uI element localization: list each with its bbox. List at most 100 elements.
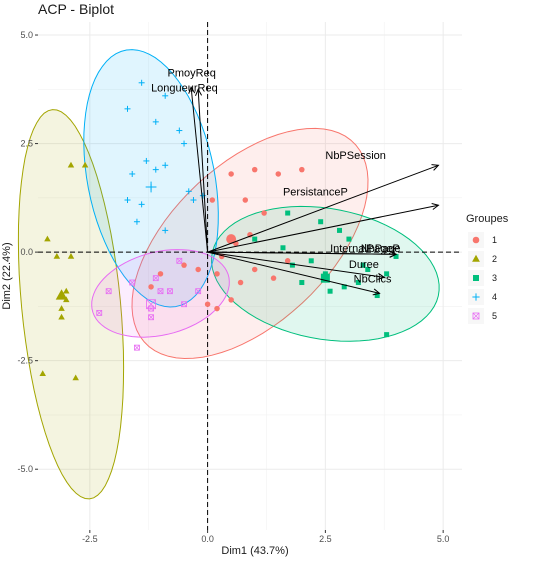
point-group-4 <box>124 197 131 204</box>
point-group-1 <box>157 271 164 277</box>
point-group-4 <box>162 92 169 99</box>
arrowhead-NbPSession <box>431 164 440 171</box>
point-group-3 <box>393 253 399 259</box>
variable-label-InternalPageP: InternalPageP <box>330 243 400 255</box>
point-group-5 <box>152 275 159 282</box>
variable-label-PmoyReq: PmoyReq <box>168 67 216 79</box>
legend-marker-5-d2 <box>472 312 480 320</box>
variable-label-PersistanceP: PersistanceP <box>283 187 348 199</box>
x-tick-label: -2.5 <box>82 534 98 544</box>
ellipse-group-4 <box>83 49 219 308</box>
point-group-1 <box>204 301 211 307</box>
point-group-3 <box>299 280 305 286</box>
arrowhead-PmoyReq <box>188 85 196 94</box>
point-group-5-d2 <box>181 301 187 307</box>
centroid-group-5 <box>146 299 156 310</box>
legend-label-1: 1 <box>492 235 497 245</box>
legend-marker-5 <box>472 312 480 320</box>
point-group-3 <box>280 245 286 251</box>
point-group-3 <box>308 258 314 264</box>
point-group-5 <box>134 344 140 351</box>
point-group-1 <box>261 210 267 216</box>
point-group-4 <box>199 192 206 199</box>
point-group-5-d2 <box>105 288 112 294</box>
point-group-2 <box>67 161 75 168</box>
variable-labels: PmoyReq LongueurReq NbPSession PersistanceP… <box>151 67 400 285</box>
point-group-2 <box>58 313 65 320</box>
arrow-PersistanceP <box>207 204 439 253</box>
y-axis-ticks: -5.0 -2.5 0.0 2.5 5.0 <box>17 30 38 474</box>
point-group-3 <box>318 219 324 225</box>
point-group-2 <box>58 305 65 311</box>
legend-label-5: 5 <box>492 311 497 321</box>
point-group-3 <box>289 262 295 268</box>
point-group-2 <box>39 370 46 376</box>
point-group-5-box <box>181 301 187 308</box>
point-group-2 <box>67 252 75 259</box>
point-group-5 <box>96 310 103 316</box>
y-tick-label: 2.5 <box>20 139 33 149</box>
arrow-PmoyReq <box>190 87 209 253</box>
group-ellipses <box>17 49 440 500</box>
point-group-4 <box>124 105 131 112</box>
point-group-2 <box>44 235 51 242</box>
point-group-4 <box>133 218 140 225</box>
legend-label-2: 2 <box>492 254 497 264</box>
point-group-4 <box>181 140 188 147</box>
centroid-group-3 <box>320 273 330 283</box>
point-group-3 <box>346 236 352 242</box>
arrow-NbPSession <box>207 164 439 253</box>
point-group-4 <box>143 157 150 164</box>
point-group-1 <box>237 279 244 286</box>
point-group-1 <box>228 171 234 177</box>
point-group-5-d2 <box>157 288 164 294</box>
variable-label-NbPage: NbPage <box>361 243 401 255</box>
point-group-1 <box>251 266 258 273</box>
arrow-Duree <box>207 251 385 278</box>
point-group-5-d2 <box>153 275 159 281</box>
point-group-5-box <box>96 310 103 316</box>
point-group-4 <box>129 170 136 177</box>
point-group-1 <box>228 297 234 303</box>
centroid-group-5-d2 <box>146 299 156 309</box>
variable-label-NbClics: NbClics <box>354 274 392 286</box>
point-group-4 <box>152 118 159 125</box>
x-tick-label: 2.5 <box>319 534 332 544</box>
ellipse-group-2 <box>17 109 125 500</box>
x-axis-title: Dim1 (43.7%) <box>221 545 288 557</box>
y-tick-label: -2.5 <box>17 356 33 366</box>
point-group-4 <box>185 188 192 195</box>
point-group-3 <box>341 284 347 290</box>
point-group-2 <box>81 161 89 168</box>
point-group-5 <box>105 288 112 295</box>
variable-arrows <box>188 85 440 296</box>
point-group-5-box <box>167 288 173 295</box>
legend-marker-1 <box>472 236 480 244</box>
legend: Groupes 1 2 3 4 5 <box>466 213 509 324</box>
point-group-5-box <box>105 288 112 295</box>
point-group-2 <box>63 287 70 294</box>
arrowhead-PersistanceP <box>431 203 440 210</box>
point-group-5-box <box>195 288 202 295</box>
point-group-1 <box>214 305 220 312</box>
centroid-group-4 <box>145 181 157 193</box>
point-group-3 <box>355 280 361 286</box>
point-group-5 <box>181 301 187 308</box>
point-group-5 <box>157 288 164 295</box>
point-group-4 <box>162 162 169 169</box>
point-group-1 <box>275 171 282 177</box>
point-group-5-d2 <box>195 288 201 294</box>
point-group-1 <box>148 284 154 290</box>
y-tick-label: -5.0 <box>17 464 33 474</box>
arrowhead-NbClics <box>372 288 381 296</box>
y-tick-label: 5.0 <box>20 30 33 40</box>
point-group-3 <box>252 236 258 242</box>
point-group-1 <box>209 197 216 203</box>
point-group-3 <box>360 262 366 268</box>
point-group-2 <box>53 252 61 259</box>
centroid-group-2 <box>55 289 68 300</box>
centroid-group-1 <box>226 234 237 245</box>
legend-title: Groupes <box>466 213 509 225</box>
point-group-4 <box>190 197 197 204</box>
